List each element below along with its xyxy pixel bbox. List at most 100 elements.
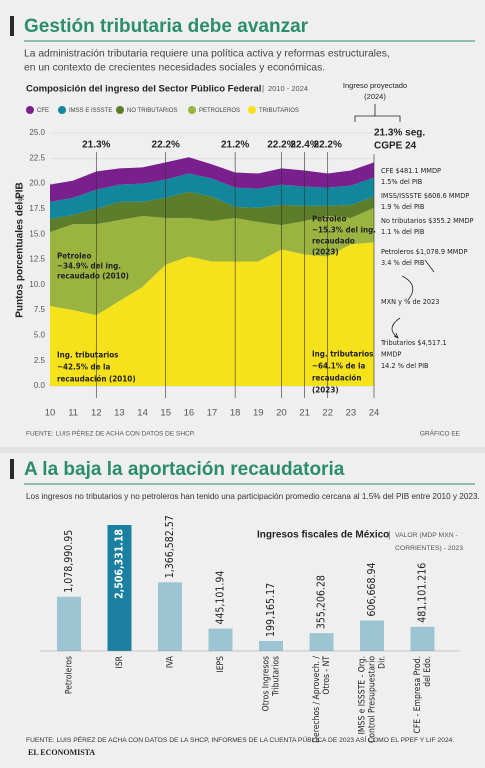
annotation: (2023) (312, 248, 339, 257)
x-tick-label: 12 (91, 408, 102, 419)
value-label: 445,101.94 (215, 571, 227, 625)
y-tick-label: 15.0 (29, 229, 45, 238)
y-tick-label: 17.5 (29, 204, 45, 213)
legend-label: CFE (37, 108, 49, 114)
subtitle: en un contexto de crecientes necesidades… (24, 63, 325, 74)
title-marker (10, 459, 14, 479)
x-tick-label: 10 (45, 408, 56, 419)
x-tick-label: 18 (230, 408, 241, 419)
annotation: (2023) (312, 386, 339, 395)
x-tick-label: IEPS (216, 656, 226, 673)
title-marker (10, 16, 14, 36)
source: FUENTE: LUIS PÉREZ DE ACHA CON DATOS DE … (26, 735, 454, 744)
y-tick-label: 25.0 (29, 128, 45, 137)
total-label: 21.3% (82, 140, 110, 151)
value-label: 2,506,331.18 (114, 529, 126, 599)
unit-note: CORRIENTES) - 2023 (395, 545, 463, 552)
area (50, 173, 374, 220)
arrow (424, 259, 435, 273)
bar (360, 620, 384, 651)
section-title: A la baja la aportación recaudatoria (24, 459, 345, 480)
y-axis-unit: % (17, 194, 26, 201)
bar (158, 582, 182, 651)
legend-swatch (248, 106, 256, 114)
y-tick-label: 7.5 (34, 305, 46, 314)
area (50, 242, 374, 386)
subtitle: Los ingresos no tributarios y no petrole… (26, 492, 480, 501)
x-tick-label: IMSS e ISSSTE - Org. (358, 656, 368, 734)
y-tick-label: 10.0 (29, 280, 45, 289)
total-label: 22.2% (152, 140, 180, 151)
legend-swatch (116, 106, 124, 114)
bar (57, 596, 81, 651)
total-label: 22.2% (267, 140, 295, 151)
annotation: Tributarios $4,517.1 (380, 338, 447, 347)
legend-label: PETROLEROS (199, 108, 240, 114)
credit: GRÁFICO EE (420, 429, 461, 438)
total-label: 22.2% (314, 140, 342, 151)
annotation: ~64.1% de la (312, 362, 366, 371)
projection-label: (2024) (364, 92, 386, 101)
divider (0, 447, 485, 453)
x-tick-label: 15 (160, 408, 171, 419)
x-tick-label: 17 (207, 408, 218, 419)
subtitle: La administración tributaria requiere un… (24, 49, 390, 60)
x-tick-label: Dir. (378, 656, 388, 669)
x-tick-label: 21 (299, 408, 310, 419)
annotation: 1.1 % del PIB (381, 227, 425, 236)
x-tick-label: Petroleros (65, 656, 75, 694)
projection-label: Ingreso proyectado (343, 81, 407, 90)
chart-title: Composición del ingreso del Sector Públi… (26, 84, 261, 95)
x-tick-label: 13 (114, 408, 125, 419)
value-label: 199,165.17 (265, 583, 277, 637)
value-label: 606,668.94 (366, 562, 378, 616)
bar (259, 640, 283, 651)
annotation: 1.5% del PIB (381, 177, 423, 186)
value-label: 481,101.216 (417, 563, 429, 623)
source: FUENTE: LUIS PÉREZ DE ACHA CON DATOS DE … (26, 429, 195, 438)
x-tick-label: ISR (115, 655, 125, 668)
chart-period: 2010 - 2024 (268, 84, 308, 93)
y-tick-label: 22.5 (29, 153, 45, 162)
legend-swatch (188, 106, 196, 114)
annotation: Petroleo (312, 215, 346, 224)
x-tick-label: 19 (253, 408, 264, 419)
legend-label: TRIBUTARIOS (259, 108, 299, 114)
annotation: Ing. tributarios (57, 351, 118, 360)
x-tick-label: Tributarios (272, 656, 282, 697)
annotation: 1.9 % del PIB (381, 202, 425, 211)
brand: EL ECONOMISTA (28, 748, 95, 757)
annotation: ~34.9% del ing. (57, 262, 121, 271)
y-tick-label: 0.0 (34, 381, 46, 390)
x-tick-label: Derechos / Aprovech. / (312, 656, 322, 743)
bar (208, 628, 233, 651)
arrow (401, 275, 414, 301)
x-tick-label: IVA (166, 655, 176, 668)
x-tick-label: Otros - NT (322, 656, 332, 695)
x-tick-label: 24 (369, 408, 380, 419)
annotation: ~42.5% de la (57, 363, 111, 372)
y-tick-label: 20.0 (29, 179, 45, 188)
annotation: 14.2 % del PIB (381, 361, 429, 370)
annotation: CFE $481.1 MMDP (381, 166, 441, 175)
x-tick-label: 22 (322, 408, 333, 419)
value-label: 355,206.28 (316, 575, 328, 629)
chart-title: Ingresos fiscales de México (257, 530, 389, 541)
y-tick-label: 2.5 (34, 356, 46, 365)
annotation: IMSS/ISSSTE $606.6 MMDP (381, 191, 469, 200)
x-tick-label: 23 (346, 408, 357, 419)
x-tick-label: Control Presupuestario (368, 656, 378, 743)
annotation: recaudado (2010) (57, 272, 129, 281)
x-tick-label: 16 (184, 408, 195, 419)
value-label: 1,366,582.57 (164, 515, 176, 578)
x-tick-label: CFE - Empresa Prod. (413, 656, 423, 733)
area (50, 207, 374, 316)
annotation: Ing. tributarios (312, 350, 373, 359)
total-label: CGPE 24 (374, 141, 417, 152)
annotation: No tributarios $355.2 MMDP (381, 216, 474, 225)
annotation: MXN y % de 2023 (381, 297, 439, 306)
total-label: 22.4% (290, 140, 318, 151)
legend-label: IMSS E ISSSTE (69, 108, 112, 114)
legend-label: NO TRIBUTARIOS (127, 108, 177, 114)
